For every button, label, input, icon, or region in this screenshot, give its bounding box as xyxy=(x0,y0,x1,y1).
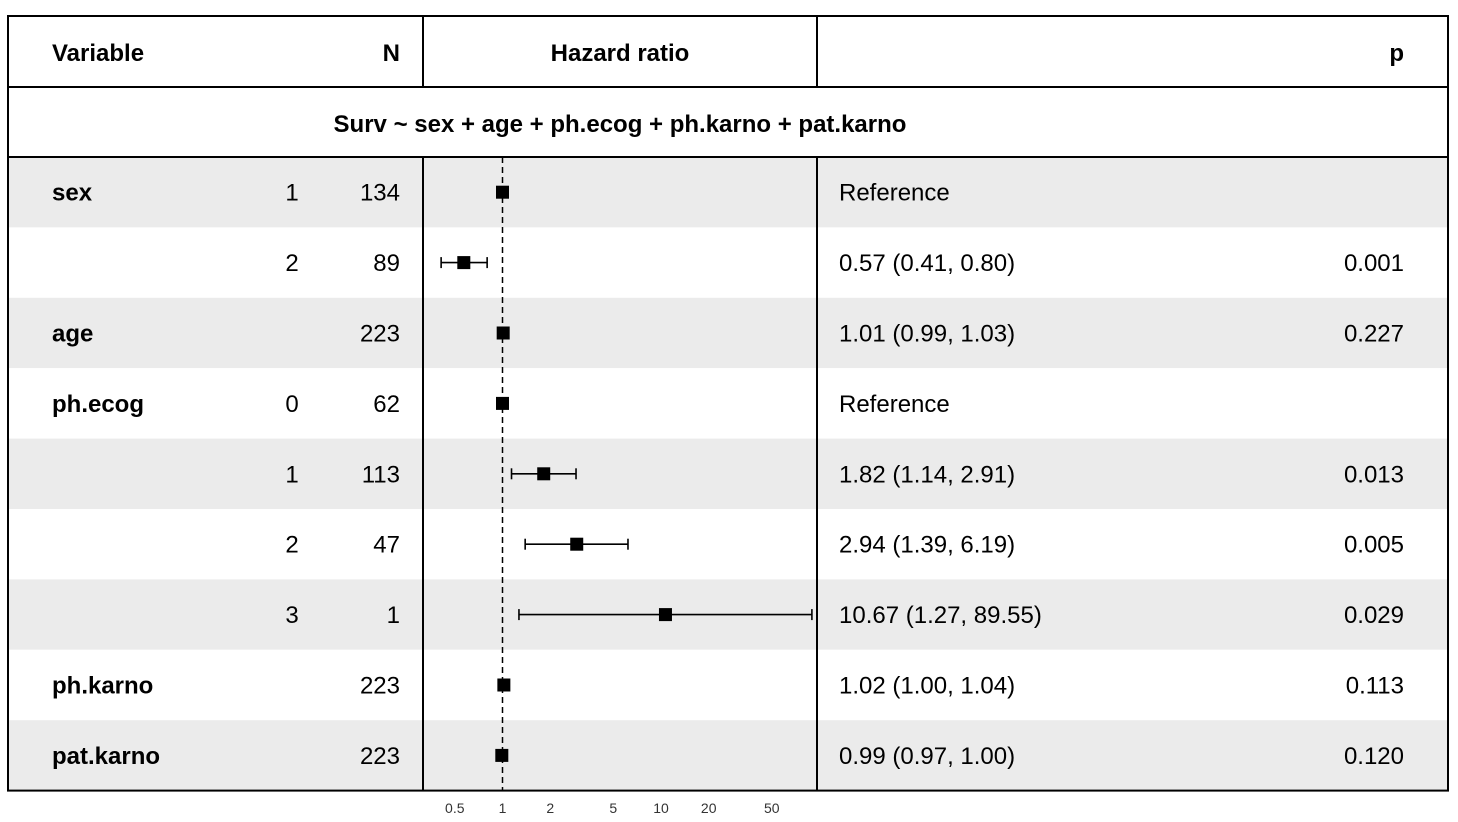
level-label: 1 xyxy=(285,461,298,488)
estimate-label: 0.57 (0.41, 0.80) xyxy=(839,250,1015,277)
p-value: 0.001 xyxy=(1344,250,1404,277)
x-axis: 0.5 1 2 5 10 20 50 xyxy=(445,800,780,816)
n-label: 134 xyxy=(360,180,400,207)
estimate-label: 0.99 (0.97, 1.00) xyxy=(839,743,1015,770)
point-estimate xyxy=(537,467,551,481)
table-frame xyxy=(7,15,1449,792)
x-tick-label: 5 xyxy=(609,800,617,816)
x-tick-label: 10 xyxy=(653,800,669,816)
level-label: 2 xyxy=(285,532,298,559)
estimate-label: 10.67 (1.27, 89.55) xyxy=(839,602,1042,629)
row-band xyxy=(8,297,1448,369)
n-label: 89 xyxy=(373,250,400,277)
header-variable: Variable xyxy=(52,40,144,67)
point-estimate xyxy=(496,396,509,410)
n-label: 113 xyxy=(362,461,400,488)
p-value: 0.120 xyxy=(1344,743,1404,770)
p-value: 0.113 xyxy=(1346,673,1404,700)
header-p: p xyxy=(1389,40,1404,67)
variable-label: sex xyxy=(52,180,93,207)
estimate-label: 2.94 (1.39, 6.19) xyxy=(839,532,1015,559)
row-band xyxy=(8,157,1448,228)
estimate-label: 1.01 (0.99, 1.03) xyxy=(839,321,1015,348)
row-band xyxy=(8,227,1448,298)
n-label: 223 xyxy=(360,321,400,348)
point-estimate xyxy=(496,326,510,340)
row-band xyxy=(8,438,1448,509)
x-tick-label: 1 xyxy=(499,800,507,816)
level-label: 1 xyxy=(285,180,298,207)
n-label: 223 xyxy=(360,743,400,770)
level-label: 0 xyxy=(285,391,298,418)
n-label: 62 xyxy=(373,391,400,418)
estimate-label: Reference xyxy=(839,391,950,418)
estimate-label: Reference xyxy=(839,180,950,207)
estimate-label: 1.02 (1.00, 1.04) xyxy=(839,673,1015,700)
variable-label: ph.ecog xyxy=(52,391,144,418)
variable-label: pat.karno xyxy=(52,743,160,770)
point-estimate xyxy=(570,537,584,551)
row-band xyxy=(8,509,1448,580)
table-rows: sex 1 134 Reference 2 89 0.57 (0.41, 0.80) 0.00… xyxy=(52,180,1404,770)
point-estimate xyxy=(457,256,471,270)
header-n: N xyxy=(383,40,400,67)
row-band xyxy=(8,720,1448,791)
point-estimate xyxy=(495,748,509,762)
p-value: 0.227 xyxy=(1344,321,1404,348)
x-tick-label: 2 xyxy=(546,800,554,816)
p-value: 0.029 xyxy=(1344,602,1404,629)
x-tick-label: 0.5 xyxy=(445,800,465,816)
estimate-label: 1.82 (1.14, 2.91) xyxy=(839,461,1015,488)
variable-label: age xyxy=(52,321,93,348)
row-band xyxy=(8,649,1448,721)
plot-area xyxy=(440,157,813,791)
point-estimate xyxy=(496,185,509,199)
p-value: 0.013 xyxy=(1344,461,1404,488)
variable-label: ph.karno xyxy=(52,673,153,700)
n-label: 223 xyxy=(360,673,400,700)
point-estimate xyxy=(658,608,672,622)
row-stripes xyxy=(8,157,1448,791)
x-tick-label: 20 xyxy=(701,800,717,816)
p-value: 0.005 xyxy=(1344,532,1404,559)
n-label: 47 xyxy=(373,532,400,559)
level-label: 2 xyxy=(285,250,298,277)
model-formula: Surv ~ sex + age + ph.ecog + ph.karno + … xyxy=(334,111,907,138)
table-borders xyxy=(7,15,1449,792)
level-label: 3 xyxy=(285,602,298,629)
row-band xyxy=(8,368,1448,439)
header-hazard-ratio: Hazard ratio xyxy=(551,40,690,67)
point-estimate xyxy=(497,678,511,692)
x-tick-label: 50 xyxy=(764,800,780,816)
n-label: 1 xyxy=(387,602,400,629)
